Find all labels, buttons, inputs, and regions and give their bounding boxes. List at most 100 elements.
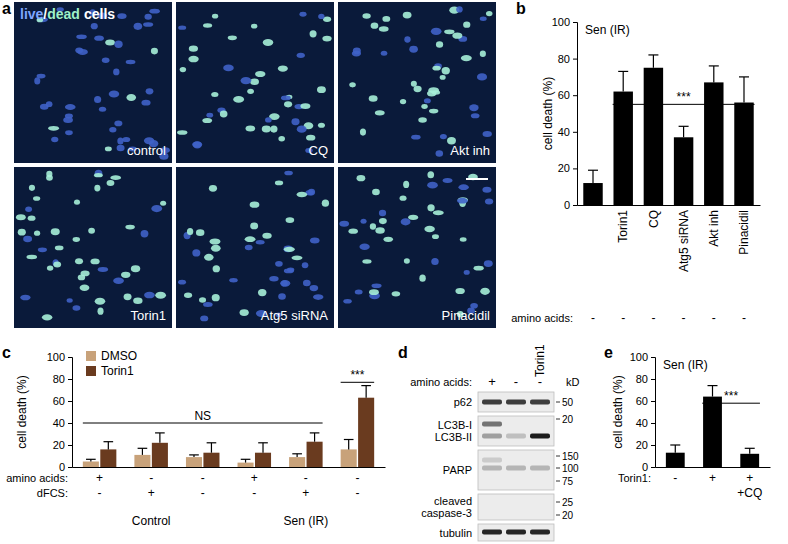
protein-label: p62 xyxy=(454,396,472,408)
dead-nucleus xyxy=(121,272,130,278)
bar xyxy=(134,455,150,467)
dead-nucleus xyxy=(81,271,90,277)
y-tick-label: 20 xyxy=(636,439,648,451)
row-value: - xyxy=(682,311,686,325)
live-nucleus xyxy=(25,207,32,212)
error-bar xyxy=(189,455,199,457)
live-nucleus xyxy=(99,107,106,112)
y-tick-label: 40 xyxy=(53,417,65,429)
error-bar-stem xyxy=(211,443,212,453)
live-nucleus xyxy=(280,280,290,287)
row-value: - xyxy=(651,311,655,325)
live-nucleus xyxy=(144,292,155,299)
live-nucleus xyxy=(20,295,30,301)
bar xyxy=(152,443,168,467)
dead-nucleus xyxy=(105,147,112,152)
marker-tick xyxy=(556,481,560,482)
live-nucleus xyxy=(284,171,293,176)
live-nucleus xyxy=(318,14,324,19)
y-axis: 020406080100 xyxy=(47,351,73,473)
series xyxy=(666,386,759,467)
error-bar xyxy=(709,66,719,82)
marker-label: 75 xyxy=(562,476,574,487)
live-nucleus xyxy=(65,130,73,135)
live-nucleus xyxy=(359,243,369,250)
live-nucleus xyxy=(355,289,363,294)
lane-sign: - xyxy=(514,374,518,389)
error-bar xyxy=(103,442,113,450)
y-axis-line xyxy=(573,23,578,206)
dead-nucleus xyxy=(90,258,99,264)
y-tick-mark xyxy=(68,467,72,468)
dead-nucleus xyxy=(444,29,454,34)
significance-label: *** xyxy=(350,368,364,382)
live-nucleus xyxy=(308,189,315,196)
dead-nucleus xyxy=(250,201,260,207)
dead-nucleus xyxy=(73,237,80,242)
live-nucleus xyxy=(126,60,136,64)
dead-nucleus xyxy=(46,171,52,177)
y-tick: 80 xyxy=(636,373,655,385)
stain-legend-part: cells xyxy=(84,6,115,22)
live-nucleus xyxy=(117,13,126,19)
micrograph xyxy=(338,167,496,328)
legend-item: DMSO xyxy=(86,349,137,363)
dead-nucleus xyxy=(160,201,166,206)
blot-row: tubulin xyxy=(440,524,554,541)
dead-nucleus xyxy=(375,110,385,115)
y-tick-mark xyxy=(68,401,72,402)
y-tick: 20 xyxy=(636,439,655,451)
error-bar xyxy=(155,433,165,443)
dead-nucleus xyxy=(318,123,325,128)
live-nucleus xyxy=(483,131,492,137)
dead-nucleus xyxy=(300,103,310,109)
row-value: - xyxy=(355,471,359,485)
blot-band xyxy=(530,466,550,471)
marker-label: 20 xyxy=(562,510,574,521)
live-nucleus xyxy=(313,294,323,300)
live-nucleus xyxy=(151,205,162,212)
live-nucleus xyxy=(457,198,468,204)
dead-nucleus xyxy=(258,289,266,296)
y-tick: 60 xyxy=(53,395,72,407)
x-axis-line xyxy=(578,205,761,206)
blot-band xyxy=(506,400,526,405)
live-nucleus xyxy=(424,98,431,103)
y-tick-mark xyxy=(68,357,72,358)
dead-nucleus xyxy=(408,215,418,220)
live-nucleus xyxy=(404,36,410,42)
dead-nucleus xyxy=(251,24,257,29)
dead-nucleus xyxy=(196,229,204,236)
series xyxy=(100,386,374,467)
y-tick: 100 xyxy=(552,16,577,28)
blot-band xyxy=(530,434,550,439)
y-tick-mark xyxy=(68,379,72,380)
row-label: Torin1: xyxy=(618,472,651,484)
y-tick-mark xyxy=(651,357,655,358)
dead-nucleus xyxy=(455,288,464,294)
dead-nucleus xyxy=(403,181,409,188)
live-nucleus xyxy=(141,100,150,106)
error-bar-stem xyxy=(675,445,676,453)
y-axis: 020406080100 xyxy=(630,351,656,473)
live-nucleus xyxy=(76,34,87,39)
protein-label: PARP xyxy=(443,464,472,476)
live-nucleus xyxy=(436,150,444,157)
error-bar-stem xyxy=(314,433,315,442)
panel-label: a xyxy=(2,0,11,17)
dead-nucleus xyxy=(97,308,103,315)
panel-label: d xyxy=(398,344,408,361)
bar xyxy=(703,397,722,467)
live-nucleus xyxy=(443,178,453,183)
x-axis xyxy=(73,467,386,468)
live-nucleus xyxy=(256,240,265,244)
dead-nucleus xyxy=(403,12,412,19)
live-nucleus xyxy=(203,302,213,307)
marker-label: 100 xyxy=(562,463,579,474)
y-tick-label: 80 xyxy=(53,373,65,385)
y-tick: 0 xyxy=(564,199,577,211)
live-nucleus xyxy=(134,23,143,30)
y-tick-mark xyxy=(68,423,72,424)
protein-label: cleaved xyxy=(434,495,472,507)
chart-title: Sen (IR) xyxy=(663,358,708,372)
